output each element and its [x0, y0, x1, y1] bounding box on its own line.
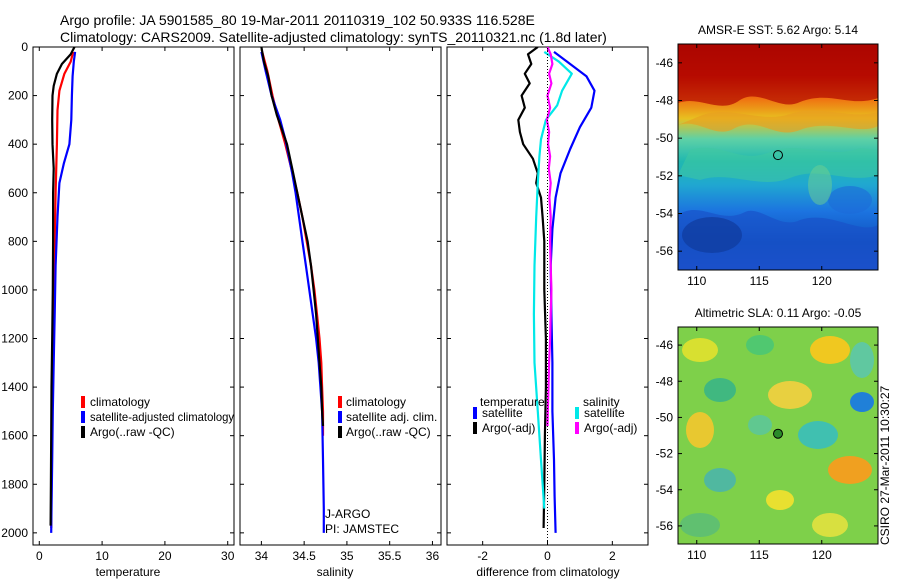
annotation-pi: PI: JAMSTEC [325, 522, 399, 536]
salinity-panel [239, 46, 442, 546]
legend-label-argo: Argo(..raw -QC) [90, 425, 175, 439]
difference-xlabel: difference from climatology [476, 565, 619, 579]
temperature-lines [49, 47, 77, 533]
y-tick-label: 200 [8, 89, 28, 103]
map-y-tick-label: -54 [656, 483, 674, 497]
x-tick-label: 35 [340, 549, 354, 563]
series-line-argo-raw-qc- [260, 47, 325, 427]
map-y-tick-label: -48 [656, 374, 674, 388]
map-y-tick-label: -50 [656, 131, 674, 145]
header-line-1: Argo profile: JA 5901585_80 19-Mar-2011 … [60, 12, 535, 28]
legend-label-satellite: satellite-adjusted climatology [90, 410, 234, 424]
legend-swatch-sal-satellite [575, 407, 579, 419]
sst-map-axes: 110 115 120 -46 -48 -50 -52 -54 -56 [656, 44, 878, 288]
y-tick-label: 1600 [1, 429, 28, 443]
sla-argo-position-marker [773, 428, 783, 439]
x-tick-label: -2 [477, 549, 488, 563]
legend-header-salinity: salinity [583, 395, 620, 409]
series-line-temperature-satellite [549, 51, 596, 533]
sst-heatmap [678, 44, 878, 270]
x-tick-label: 0 [36, 549, 43, 563]
series-line-salinity-satellite [532, 50, 573, 509]
legend-swatch-climatology [81, 396, 85, 408]
legend-swatch-temp-satellite [473, 407, 477, 419]
legend-swatch-argo [338, 426, 342, 438]
y-tick-label: 1800 [1, 477, 28, 491]
map-x-tick-label: 115 [750, 274, 769, 288]
map-y-tick-label: -48 [656, 94, 674, 108]
legend-label-argo: Argo(..raw -QC) [346, 425, 431, 439]
series-line-salinity-argo-adj- [545, 47, 554, 427]
sst-argo-position-marker [773, 150, 783, 161]
sst-map-frame [677, 43, 879, 271]
sla-map-axes: 110 115 120 -46 -48 -50 -52 -54 -56 [656, 327, 878, 562]
salinity-lines [260, 47, 325, 533]
map-x-tick-label: 110 [687, 274, 706, 288]
x-tick-label: 30 [221, 549, 235, 563]
legend-swatch-sal-argo [575, 422, 579, 434]
legend-swatch-satellite [338, 411, 342, 423]
legend-swatch-climatology [338, 396, 342, 408]
legend-label-temp-argo: Argo(-adj) [482, 421, 535, 435]
sla-map-frame [677, 326, 879, 545]
y-tick-label: 1000 [1, 283, 28, 297]
y-tick-label: 2000 [1, 526, 28, 540]
y-tick-label: 800 [8, 234, 28, 248]
legend-label-sal-argo: Argo(-adj) [584, 421, 637, 435]
csiro-timestamp: CSIRO 27-Mar-2011 10:30:27 [878, 385, 892, 545]
y-tick-label: 1200 [1, 332, 28, 346]
sst-map-title: AMSR-E SST: 5.62 Argo: 5.14 [698, 23, 858, 37]
salinity-legend: climatology satellite adj. clim. Argo(..… [338, 395, 437, 439]
x-tick-label: 2 [609, 549, 616, 563]
temperature-xlabel: temperature [96, 565, 161, 579]
map-x-tick-label: 120 [812, 548, 832, 562]
map-y-tick-label: -54 [656, 207, 674, 221]
map-y-tick-label: -56 [656, 244, 674, 258]
legend-label-climatology: climatology [346, 395, 406, 409]
x-tick-label: 36 [426, 549, 440, 563]
annotation-j-argo: J-ARGO [325, 507, 370, 521]
y-tick-label: 0 [21, 40, 28, 54]
series-line-satellite-adjusted-climatology [50, 51, 77, 533]
map-x-tick-label: 120 [812, 274, 832, 288]
legend-swatch-argo [81, 426, 85, 438]
legend-label-sal-satellite: satellite [584, 406, 625, 420]
x-tick-label: 35.5 [378, 549, 402, 563]
legend-label-satellite: satellite adj. clim. [346, 410, 437, 424]
map-y-tick-label: -52 [656, 447, 674, 461]
legend-swatch-temp-argo [473, 422, 477, 434]
y-tick-label: 600 [8, 186, 28, 200]
x-tick-label: 10 [95, 549, 109, 563]
legend-swatch-satellite [81, 411, 85, 423]
sla-map-title: Altimetric SLA: 0.11 Argo: -0.05 [695, 306, 862, 320]
series-line-argo-raw-qc- [49, 47, 76, 526]
legend-label-climatology: climatology [90, 395, 150, 409]
legend-header-temperature: temperature [480, 395, 545, 409]
x-tick-label: 20 [158, 549, 172, 563]
map-x-tick-label: 110 [687, 548, 706, 562]
y-tick-label: 1400 [1, 380, 28, 394]
y-tick-label: 400 [8, 137, 28, 151]
map-y-tick-label: -56 [656, 519, 674, 533]
map-x-tick-label: 115 [750, 548, 769, 562]
map-y-tick-label: -52 [656, 169, 674, 183]
x-tick-label: 0 [544, 549, 551, 563]
header-line-2: Climatology: CARS2009. Satellite-adjuste… [60, 29, 607, 45]
difference-legend: temperature salinity satellite Argo(-adj… [473, 395, 637, 435]
map-y-tick-label: -46 [656, 56, 674, 70]
map-y-tick-label: -46 [656, 338, 674, 352]
temperature-panel [32, 46, 235, 546]
temperature-legend: climatology satellite-adjusted climatolo… [81, 395, 234, 439]
x-tick-label: 34 [255, 549, 269, 563]
salinity-xlabel: salinity [317, 565, 354, 579]
map-y-tick-label: -50 [656, 410, 674, 424]
x-tick-label: 34.5 [292, 549, 316, 563]
legend-label-temp-satellite: satellite [482, 406, 523, 420]
difference-lines [517, 47, 596, 533]
